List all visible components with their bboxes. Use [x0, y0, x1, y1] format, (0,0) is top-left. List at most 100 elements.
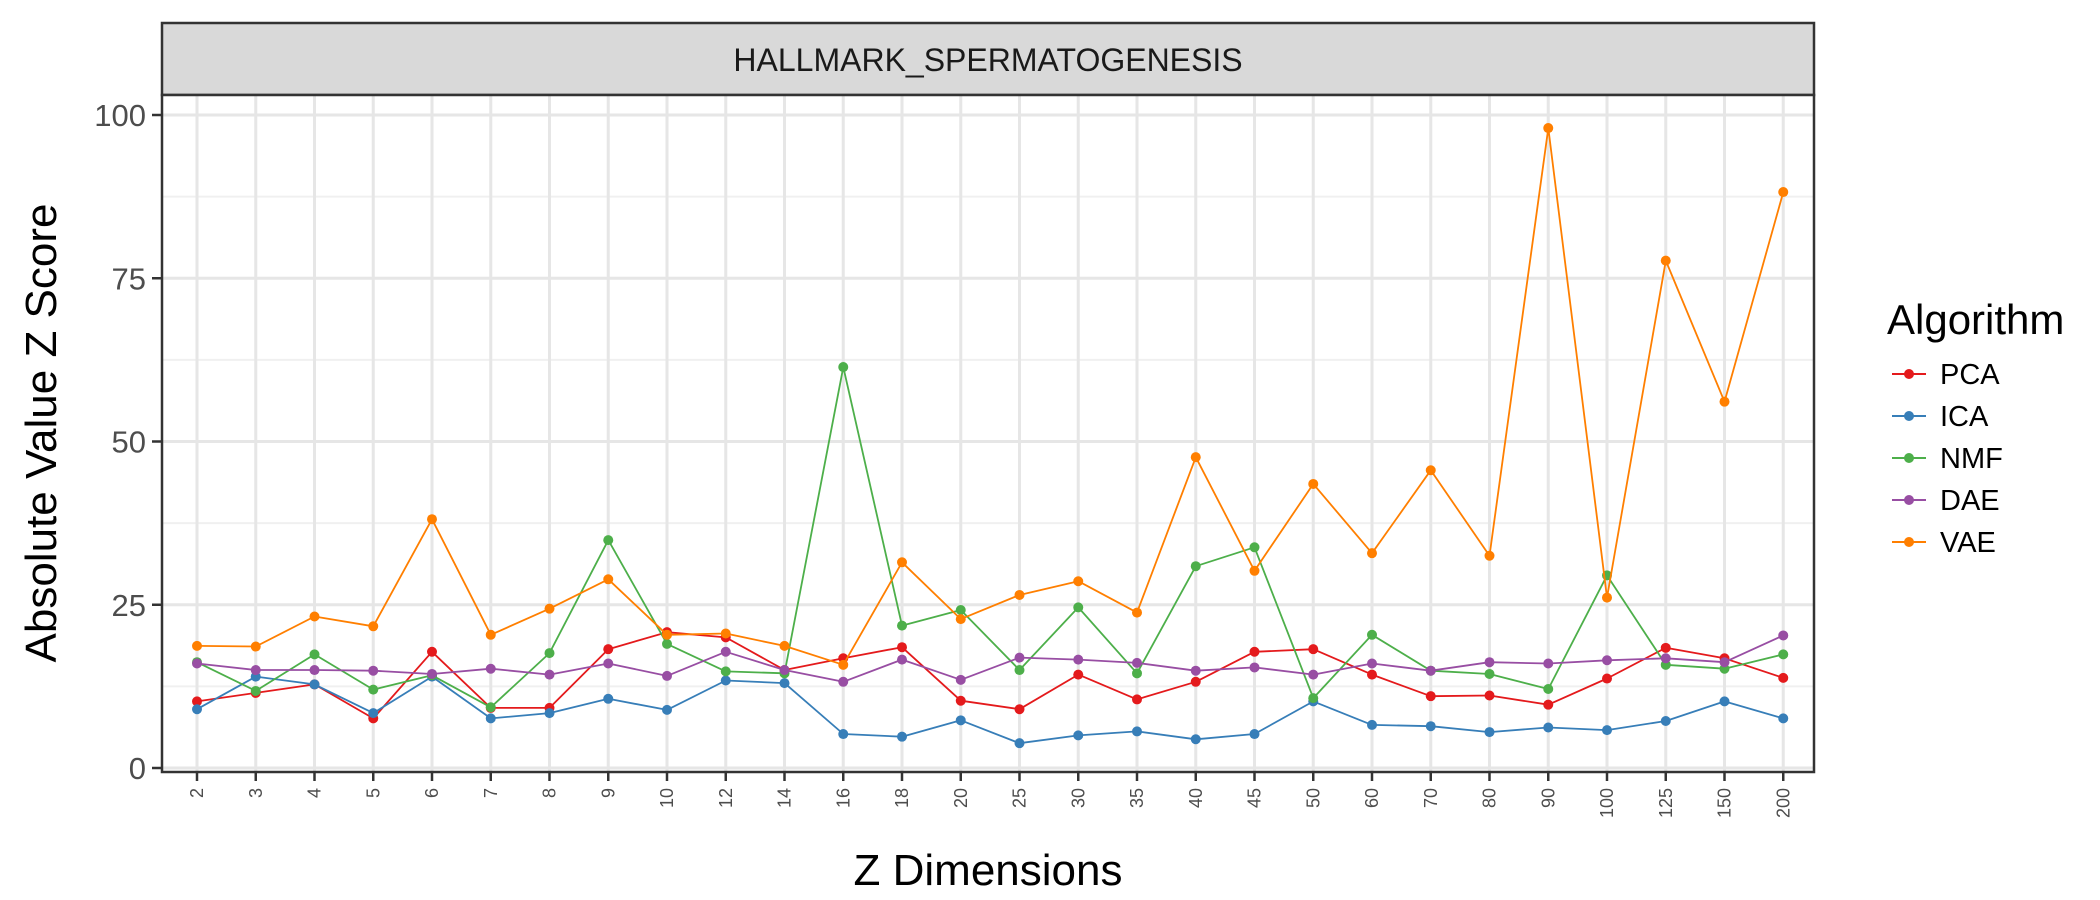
facet-strip: [160, 21, 1816, 97]
x-tick-label: 90: [1538, 788, 1558, 808]
data-point: [838, 729, 849, 740]
data-point: [1543, 658, 1554, 669]
data-point: [544, 669, 555, 680]
data-point: [309, 611, 320, 622]
data-point: [544, 648, 555, 659]
data-point: [427, 514, 437, 525]
x-tick-label: 25: [1010, 788, 1030, 808]
data-point: [1073, 654, 1084, 665]
data-point: [662, 704, 672, 715]
data-point: [1660, 715, 1671, 726]
x-tick-label: 150: [1715, 788, 1735, 818]
x-tick-label: 20: [951, 788, 971, 808]
data-point: [1367, 719, 1377, 730]
y-tick-label: 100: [94, 98, 146, 133]
x-tick-label: 40: [1186, 788, 1206, 808]
legend-key-point: [1904, 453, 1914, 463]
data-point: [1367, 669, 1377, 680]
legend-title: Algorithm: [1887, 296, 2064, 343]
data-point: [1249, 565, 1260, 576]
data-point: [1425, 691, 1436, 702]
x-tick-label: 4: [305, 788, 325, 798]
y-tick-label: 50: [112, 425, 146, 460]
data-point: [603, 644, 614, 655]
data-point: [485, 713, 496, 724]
data-point: [485, 702, 496, 713]
y-tick-label: 75: [112, 261, 146, 296]
legend-label: ICA: [1940, 401, 1989, 433]
data-point: [368, 621, 379, 632]
data-point: [897, 654, 907, 665]
data-point: [1014, 589, 1025, 600]
data-point: [1132, 694, 1142, 705]
data-point: [1367, 629, 1377, 640]
data-point: [485, 629, 496, 640]
data-point: [1778, 672, 1789, 683]
y-axis: 0 25 50 75 100: [94, 98, 162, 786]
data-point: [720, 666, 731, 677]
x-tick-label: 45: [1245, 788, 1265, 808]
data-point: [1014, 704, 1025, 715]
legend-item-dae: DAE: [1892, 485, 2000, 517]
legend-item-ica: ICA: [1892, 401, 1989, 433]
data-point: [1014, 652, 1025, 663]
data-point: [955, 614, 966, 625]
data-point: [955, 715, 966, 726]
data-point: [1367, 548, 1377, 559]
data-point: [368, 708, 379, 719]
x-tick-label: 7: [481, 788, 501, 798]
data-point: [1073, 602, 1084, 613]
data-point: [1778, 713, 1789, 724]
x-tick-label: 80: [1480, 788, 1500, 808]
x-tick-label: 12: [716, 788, 736, 808]
data-point: [1719, 696, 1730, 707]
data-point: [544, 603, 555, 614]
x-tick-label: 16: [833, 788, 853, 808]
data-point: [1484, 668, 1495, 679]
legend-key-point: [1904, 537, 1914, 547]
data-point: [1073, 576, 1084, 587]
data-point: [1660, 653, 1671, 664]
data-point: [192, 658, 202, 669]
data-point: [1367, 658, 1377, 669]
chart-title: HALLMARK_SPERMATOGENESIS: [733, 42, 1242, 78]
legend-item-pca: PCA: [1892, 359, 2000, 391]
legend-item-vae: VAE: [1892, 527, 1996, 559]
x-tick-label: 100: [1597, 788, 1617, 818]
legend-label: DAE: [1940, 485, 2000, 517]
data-point: [1778, 187, 1789, 198]
data-point: [1249, 729, 1260, 740]
x-tick-label: 30: [1068, 788, 1088, 808]
data-point: [1308, 644, 1319, 655]
data-point: [368, 684, 379, 695]
data-point: [662, 670, 672, 681]
data-point: [1425, 465, 1436, 476]
x-axis-title: Z Dimensions: [854, 846, 1123, 895]
data-point: [1132, 607, 1142, 618]
data-point: [544, 708, 555, 719]
data-point: [838, 362, 849, 373]
data-point: [1014, 738, 1025, 749]
data-point: [1719, 396, 1730, 407]
x-tick-label: 6: [422, 788, 442, 798]
data-point: [1484, 727, 1495, 738]
data-point: [192, 704, 202, 715]
data-point: [1073, 730, 1084, 741]
data-point: [1014, 665, 1025, 676]
x-tick-label: 10: [657, 788, 677, 808]
data-point: [368, 665, 379, 676]
series-line: [196, 631, 1784, 720]
data-point: [1778, 649, 1789, 660]
data-point: [1719, 657, 1730, 668]
x-tick-label: 70: [1421, 788, 1441, 808]
x-tick-label: 14: [775, 788, 795, 808]
data-point: [779, 665, 790, 676]
data-point: [897, 642, 907, 653]
data-point: [1602, 725, 1612, 736]
series-line: [196, 366, 1784, 709]
x-tick-label: 60: [1362, 788, 1382, 808]
series-line: [196, 675, 1784, 745]
data-point: [1484, 550, 1495, 561]
plot-panel: [162, 95, 1814, 772]
